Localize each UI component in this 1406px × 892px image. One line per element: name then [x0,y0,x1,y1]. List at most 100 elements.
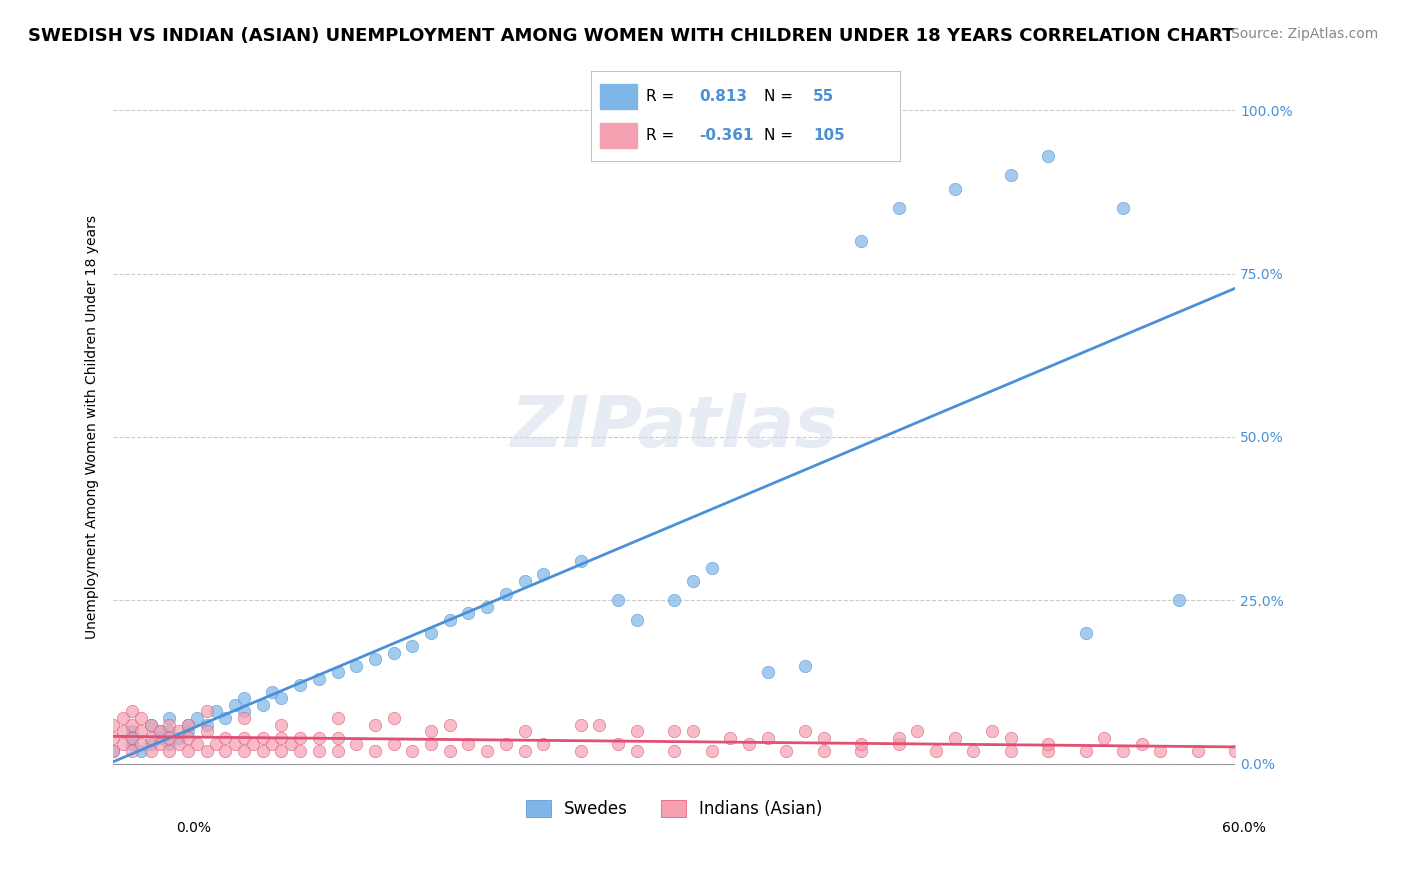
Point [607,737,630,751]
Point [588,717,610,731]
Point [195,724,218,739]
Point [756,665,779,680]
Text: 105: 105 [813,128,845,143]
Point [364,717,387,731]
Point [270,691,292,706]
Point [139,737,162,751]
Point [401,744,423,758]
Point [569,554,592,568]
Point [149,724,172,739]
Point [121,724,143,739]
Legend: Swedes, Indians (Asian): Swedes, Indians (Asian) [519,793,830,824]
Point [457,737,479,751]
Point [344,737,367,751]
Point [121,744,143,758]
Text: -0.361: -0.361 [699,128,754,143]
Point [849,744,872,758]
Point [1187,744,1209,758]
Point [887,731,910,745]
Point [1036,737,1059,751]
Point [326,711,349,725]
Point [214,731,236,745]
Point [252,744,274,758]
Point [626,724,648,739]
Point [662,593,685,607]
Point [382,737,405,751]
Point [700,744,723,758]
Point [270,731,292,745]
Point [662,724,685,739]
Point [401,639,423,653]
Point [887,201,910,215]
Point [813,731,835,745]
Point [121,705,143,719]
Text: R =: R = [647,128,679,143]
Point [513,574,536,588]
Point [475,744,498,758]
Point [177,744,200,758]
Point [157,744,180,758]
Point [308,744,330,758]
Point [626,744,648,758]
Text: 0.813: 0.813 [699,89,747,103]
Point [420,724,443,739]
Point [738,737,761,751]
Text: 55: 55 [813,89,835,103]
Point [214,744,236,758]
Point [981,724,1004,739]
Y-axis label: Unemployment Among Women with Children Under 18 years: Unemployment Among Women with Children U… [86,215,100,640]
Point [718,731,741,745]
Point [111,724,134,739]
Point [205,737,228,751]
Point [943,181,966,195]
Point [1000,169,1022,183]
Point [186,711,208,725]
Point [262,685,284,699]
Point [849,737,872,751]
Point [887,737,910,751]
Point [382,646,405,660]
Point [682,574,704,588]
Point [495,587,517,601]
Point [233,711,256,725]
Point [288,744,311,758]
Point [513,744,536,758]
Point [1000,744,1022,758]
Point [129,724,152,739]
Text: ZIPatlas: ZIPatlas [510,392,838,462]
Point [167,731,190,745]
Point [1036,149,1059,163]
Point [270,744,292,758]
Point [121,737,143,751]
Point [569,717,592,731]
Text: Source: ZipAtlas.com: Source: ZipAtlas.com [1230,27,1378,41]
Point [121,731,143,745]
Point [224,698,246,712]
Point [139,717,162,731]
Point [233,744,256,758]
Point [186,737,208,751]
Point [288,678,311,692]
Point [195,744,218,758]
Point [475,599,498,614]
Point [1000,731,1022,745]
Point [682,724,704,739]
Point [326,731,349,745]
FancyBboxPatch shape [600,84,637,109]
Point [103,744,125,758]
Point [925,744,948,758]
Point [531,567,554,582]
Point [962,744,984,758]
Point [849,234,872,248]
Point [794,658,817,673]
Point [233,691,256,706]
Text: N =: N = [763,128,797,143]
Text: R =: R = [647,89,679,103]
Point [157,737,180,751]
Text: SWEDISH VS INDIAN (ASIAN) UNEMPLOYMENT AMONG WOMEN WITH CHILDREN UNDER 18 YEARS : SWEDISH VS INDIAN (ASIAN) UNEMPLOYMENT A… [28,27,1234,45]
Point [177,717,200,731]
Point [280,737,302,751]
Point [1036,744,1059,758]
Point [439,717,461,731]
Point [157,717,180,731]
